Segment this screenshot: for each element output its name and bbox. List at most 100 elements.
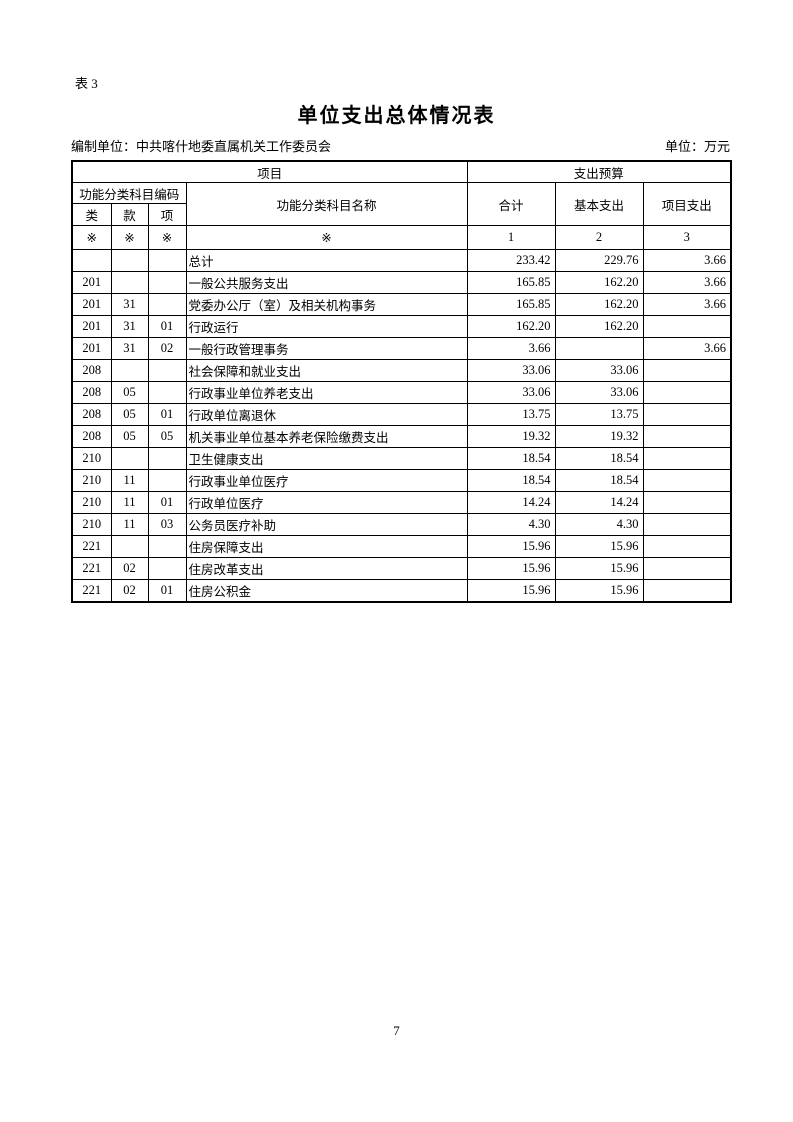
header-budget-group: 支出预算 bbox=[466, 160, 732, 183]
code-lei-cell: 221 bbox=[71, 535, 112, 558]
code-kuan-cell bbox=[110, 249, 149, 272]
code-kuan-cell bbox=[110, 359, 149, 382]
total-cell: 18.54 bbox=[466, 469, 556, 492]
code-xiang-cell: 01 bbox=[147, 491, 187, 514]
total-cell: 15.96 bbox=[466, 557, 556, 580]
project-cell: 3.66 bbox=[642, 337, 732, 360]
code-lei-cell: 210 bbox=[71, 469, 112, 492]
header-lei: 类 bbox=[71, 203, 112, 226]
basic-cell bbox=[554, 337, 644, 360]
code-xiang-cell: 02 bbox=[147, 337, 187, 360]
subject-name-cell: 卫生健康支出 bbox=[185, 447, 468, 470]
code-xiang-cell: 01 bbox=[147, 579, 187, 602]
header-total: 合计 bbox=[466, 182, 556, 226]
header-subject-name: 功能分类科目名称 bbox=[185, 182, 468, 226]
total-cell: 19.32 bbox=[466, 425, 556, 448]
expenditure-table: 项目 支出预算 功能分类科目编码 功能分类科目名称 合计 基本支出 项目支出 类… bbox=[71, 160, 733, 603]
code-kuan-cell: 02 bbox=[110, 579, 149, 602]
table-row: 210 11 行政事业单位医疗 18.54 18.54 bbox=[71, 469, 732, 492]
table-row: 201 一般公共服务支出 165.85 162.20 3.66 bbox=[71, 271, 732, 294]
project-cell bbox=[642, 557, 732, 580]
page-number: 7 bbox=[393, 1023, 400, 1038]
code-lei-cell: 208 bbox=[71, 381, 112, 404]
total-cell: 33.06 bbox=[466, 359, 556, 382]
code-kuan-cell: 05 bbox=[110, 425, 149, 448]
code-lei-cell: 208 bbox=[71, 425, 112, 448]
table-row: 201 31 01 行政运行 162.20 162.20 bbox=[71, 315, 732, 338]
basic-cell: 13.75 bbox=[554, 403, 644, 426]
prepared-by-value: 中共喀什地委直属机关工作委员会 bbox=[136, 139, 332, 154]
basic-cell: 19.32 bbox=[554, 425, 644, 448]
table-row: 总计 233.42 229.76 3.66 bbox=[71, 249, 732, 272]
column-index-cell: 3 bbox=[642, 225, 732, 250]
header-code-group: 功能分类科目编码 bbox=[71, 182, 187, 204]
code-kuan-cell: 11 bbox=[110, 491, 149, 514]
code-kuan-cell: 05 bbox=[110, 403, 149, 426]
marker-row: ※ ※ ※ ※ 1 2 3 bbox=[71, 225, 732, 250]
total-cell: 18.54 bbox=[466, 447, 556, 470]
code-lei-cell: 210 bbox=[71, 447, 112, 470]
code-kuan-cell: 05 bbox=[110, 381, 149, 404]
subject-name-cell: 行政事业单位医疗 bbox=[185, 469, 468, 492]
table-body: 总计 233.42 229.76 3.66 201 一般公共服务支出 165.8… bbox=[71, 249, 732, 602]
table-row: 208 05 行政事业单位养老支出 33.06 33.06 bbox=[71, 381, 732, 404]
total-cell: 162.20 bbox=[466, 315, 556, 338]
basic-cell: 4.30 bbox=[554, 513, 644, 536]
code-xiang-cell bbox=[147, 381, 187, 404]
code-lei-cell: 221 bbox=[71, 557, 112, 580]
subject-name-cell: 社会保障和就业支出 bbox=[185, 359, 468, 382]
code-lei-cell bbox=[71, 249, 112, 272]
subject-name-cell: 住房公积金 bbox=[185, 579, 468, 602]
code-lei-cell: 201 bbox=[71, 337, 112, 360]
total-cell: 15.96 bbox=[466, 535, 556, 558]
subject-name-cell: 总计 bbox=[185, 249, 468, 272]
basic-cell: 229.76 bbox=[554, 249, 644, 272]
header-basic: 基本支出 bbox=[554, 182, 644, 226]
unit-label: 单位：万元 bbox=[664, 139, 730, 154]
header-project-group: 项目 bbox=[71, 160, 468, 183]
table-row: 221 02 01 住房公积金 15.96 15.96 bbox=[71, 579, 732, 602]
header-group-row: 项目 支出预算 bbox=[71, 160, 732, 183]
table-row: 221 02 住房改革支出 15.96 15.96 bbox=[71, 557, 732, 580]
code-xiang-cell bbox=[147, 469, 187, 492]
basic-cell: 15.96 bbox=[554, 557, 644, 580]
code-kuan-cell: 31 bbox=[110, 315, 149, 338]
project-cell bbox=[642, 447, 732, 470]
table-row: 208 05 05 机关事业单位基本养老保险缴费支出 19.32 19.32 bbox=[71, 425, 732, 448]
basic-cell: 33.06 bbox=[554, 381, 644, 404]
code-xiang-cell bbox=[147, 557, 187, 580]
total-cell: 33.06 bbox=[466, 381, 556, 404]
project-cell bbox=[642, 381, 732, 404]
project-cell bbox=[642, 315, 732, 338]
subject-name-cell: 机关事业单位基本养老保险缴费支出 bbox=[185, 425, 468, 448]
table-row: 221 住房保障支出 15.96 15.96 bbox=[71, 535, 732, 558]
code-lei-cell: 221 bbox=[71, 579, 112, 602]
marker-cell: ※ bbox=[147, 225, 187, 250]
total-cell: 3.66 bbox=[466, 337, 556, 360]
basic-cell: 162.20 bbox=[554, 315, 644, 338]
column-index-cell: 1 bbox=[466, 225, 556, 250]
basic-cell: 15.96 bbox=[554, 579, 644, 602]
code-xiang-cell bbox=[147, 447, 187, 470]
project-cell: 3.66 bbox=[642, 271, 732, 294]
code-xiang-cell bbox=[147, 293, 187, 316]
code-kuan-cell bbox=[110, 535, 149, 558]
prepared-by-label: 编制单位： bbox=[71, 139, 137, 154]
marker-cell: ※ bbox=[185, 225, 468, 250]
total-cell: 165.85 bbox=[466, 271, 556, 294]
project-cell: 3.66 bbox=[642, 249, 732, 272]
page-title: 单位支出总体情况表 bbox=[297, 105, 496, 127]
basic-cell: 18.54 bbox=[554, 447, 644, 470]
subject-name-cell: 公务员医疗补助 bbox=[185, 513, 468, 536]
code-lei-cell: 210 bbox=[71, 513, 112, 536]
header-xiang: 项 bbox=[147, 203, 187, 226]
header-code-group-row: 功能分类科目编码 功能分类科目名称 合计 基本支出 项目支出 bbox=[71, 182, 732, 226]
code-kuan-cell: 31 bbox=[110, 337, 149, 360]
subject-name-cell: 住房改革支出 bbox=[185, 557, 468, 580]
project-cell bbox=[642, 469, 732, 492]
code-lei-cell: 201 bbox=[71, 271, 112, 294]
table-row: 210 11 03 公务员医疗补助 4.30 4.30 bbox=[71, 513, 732, 536]
project-cell bbox=[642, 425, 732, 448]
subject-name-cell: 行政运行 bbox=[185, 315, 468, 338]
